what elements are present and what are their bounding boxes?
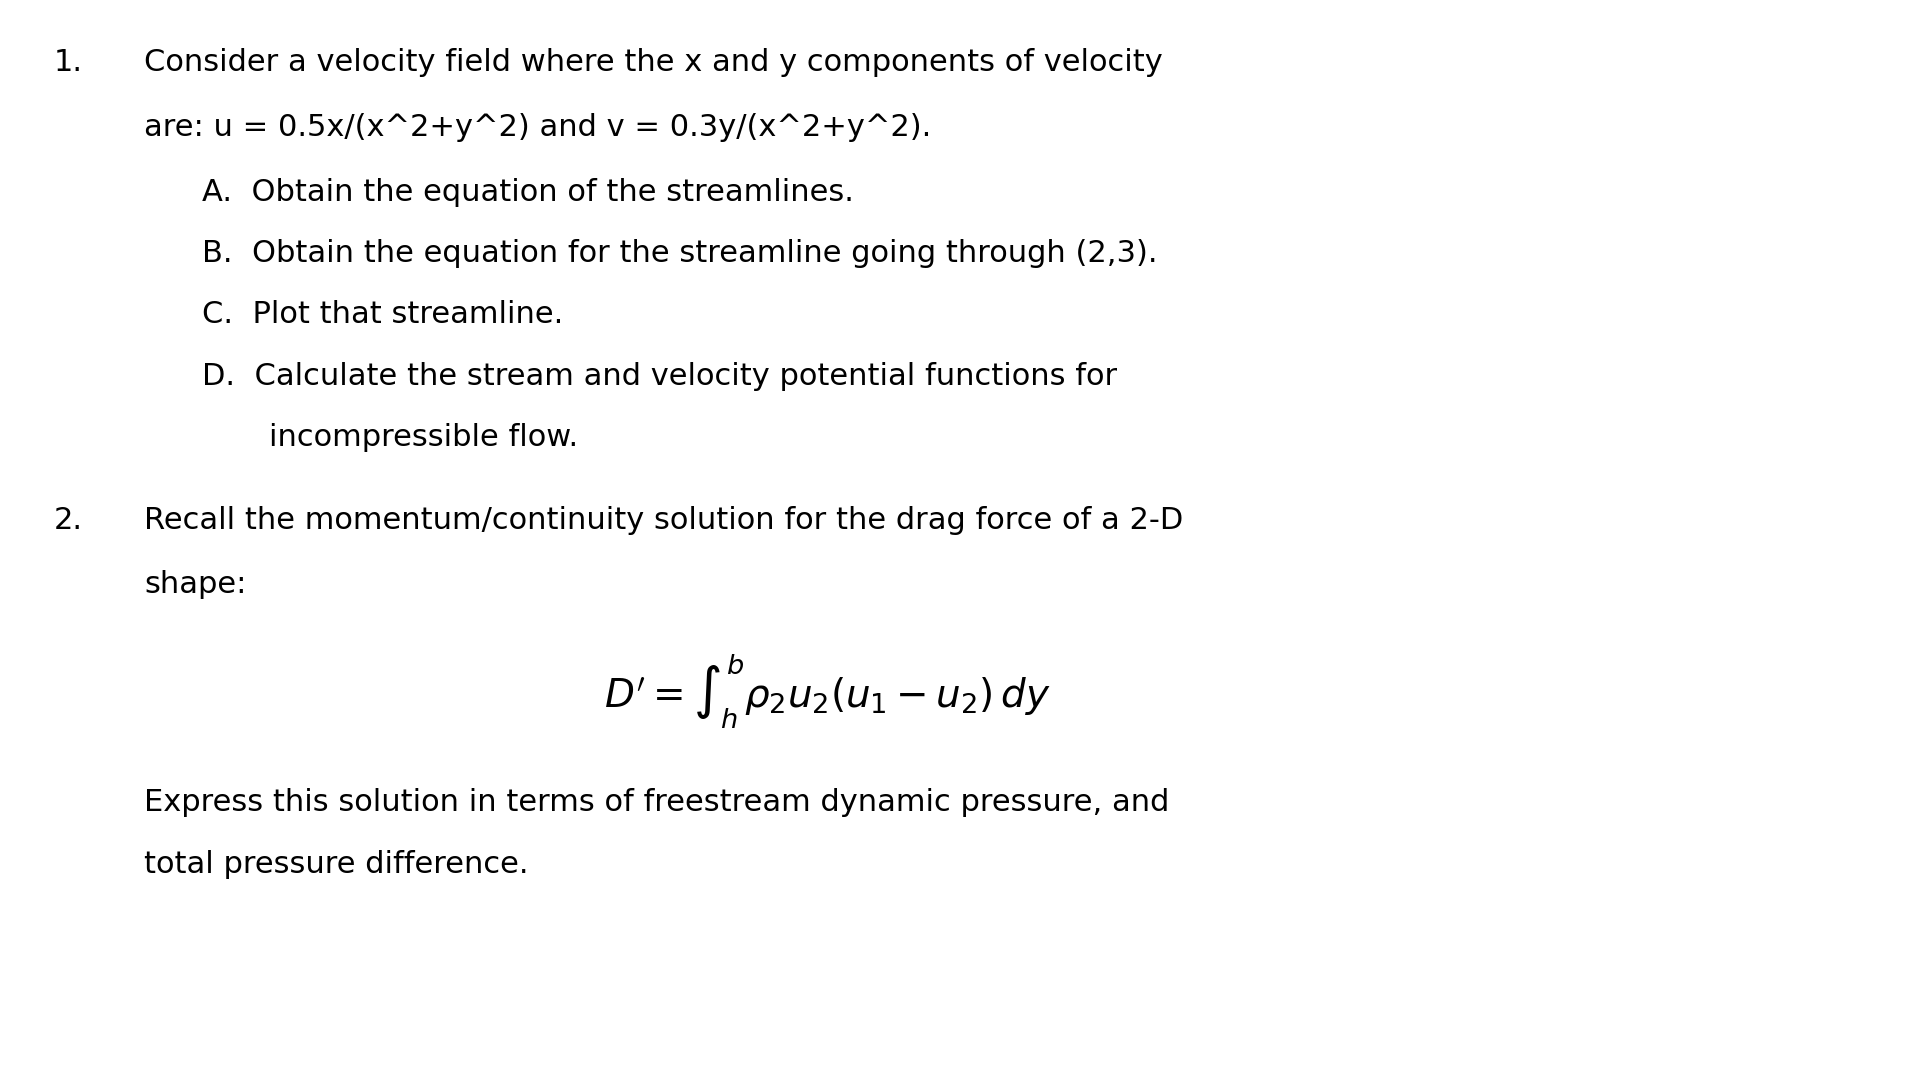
Text: B.  Obtain the equation for the streamline going through (2,3).: B. Obtain the equation for the streamlin…	[202, 239, 1158, 268]
Text: C.  Plot that streamline.: C. Plot that streamline.	[202, 300, 563, 329]
Text: shape:: shape:	[144, 570, 246, 599]
Text: D.  Calculate the stream and velocity potential functions for: D. Calculate the stream and velocity pot…	[202, 362, 1117, 391]
Text: Express this solution in terms of freestream dynamic pressure, and: Express this solution in terms of freest…	[144, 788, 1169, 817]
Text: A.  Obtain the equation of the streamlines.: A. Obtain the equation of the streamline…	[202, 178, 854, 207]
Text: 1.: 1.	[54, 48, 83, 77]
Text: are: u = 0.5x/(x^2+y^2) and v = 0.3y/(x^2+y^2).: are: u = 0.5x/(x^2+y^2) and v = 0.3y/(x^…	[144, 113, 931, 142]
Text: Recall the momentum/continuity solution for the drag force of a 2-D: Recall the momentum/continuity solution …	[144, 506, 1183, 535]
Text: 2.: 2.	[54, 506, 83, 535]
Text: $D' = \int_h^b \rho_2 u_2 (u_1 - u_2)\, dy$: $D' = \int_h^b \rho_2 u_2 (u_1 - u_2)\, …	[604, 651, 1050, 730]
Text: total pressure difference.: total pressure difference.	[144, 850, 529, 879]
Text: Consider a velocity field where the x and y components of velocity: Consider a velocity field where the x an…	[144, 48, 1163, 77]
Text: incompressible flow.: incompressible flow.	[269, 423, 579, 452]
